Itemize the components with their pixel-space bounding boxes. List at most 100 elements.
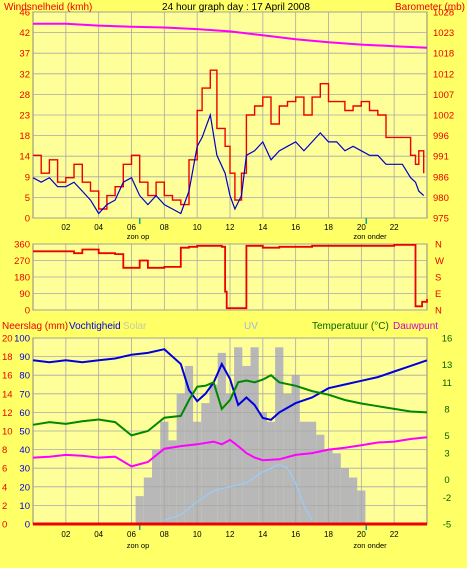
chart-title: 24 hour graph day : 17 April 2008 [162, 2, 310, 13]
wind-x-tick-label: 20 [357, 223, 366, 232]
wind-y-tick-label: 42 [19, 28, 30, 39]
solar-bar [275, 347, 284, 524]
wind-y-tick-label: 37 [19, 49, 30, 60]
climate-x-tick-label: 06 [127, 530, 136, 539]
compass-tick-label: N [435, 240, 442, 251]
wind-y-tick-label: 46 [19, 8, 30, 19]
humidity-y-tick-label: 60 [19, 408, 30, 419]
rain-axis-title: Neerslag (mm) [2, 321, 68, 332]
dewpoint-legend: Dauwpunt [393, 321, 438, 332]
wind-x-tick-label: 16 [291, 223, 300, 232]
wind-x-tick-label: 04 [94, 223, 103, 232]
dewpoint-line [32, 436, 428, 468]
wind-lines [32, 22, 428, 215]
compass-tick-label: S [435, 273, 441, 284]
rain-y-tick-label: 14 [2, 389, 13, 400]
uv-legend: UV [244, 321, 258, 332]
compass-tick-label: W [435, 256, 444, 267]
wind-x-tick-label: 18 [324, 223, 333, 232]
rain-y-tick-label: 8 [2, 445, 7, 456]
direction-lines [33, 244, 428, 310]
solar-legend: Solar [123, 321, 147, 332]
solar-bar [176, 393, 185, 524]
wind-x-tick-label: 10 [193, 223, 202, 232]
wind-y-tick-label: 28 [19, 90, 30, 101]
solar-bar [242, 365, 251, 524]
wind-y-tick-label: 14 [19, 152, 30, 163]
solar-bar [349, 477, 358, 524]
direction-y-tick-label: 360 [14, 240, 30, 251]
humidity-y-tick-label: 30 [19, 464, 30, 475]
temperature-y-tick-label: 5 [444, 431, 449, 442]
climate-lines [32, 348, 428, 526]
sunrise-label-bottom: zon op [127, 541, 150, 550]
climate-x-tick-label: 16 [291, 530, 300, 539]
temperature-y-tick-label: 13 [442, 360, 453, 371]
climate-x-tick-label: 08 [160, 530, 169, 539]
rain-y-tick-label: 12 [2, 408, 13, 419]
barometer-axis-title: Barometer (mb) [395, 2, 465, 13]
wind-y-tick-label: 32 [19, 69, 30, 80]
barometer-y-tick-label: 986 [433, 172, 449, 183]
solar-bar [143, 477, 153, 524]
rain-y-tick-label: 2 [2, 501, 7, 512]
temperature-y-tick-label: -2 [443, 493, 451, 504]
wind-x-tick-label: 12 [226, 223, 235, 232]
temperature-line [32, 373, 428, 437]
direction-y-tick-label: 90 [19, 289, 30, 300]
temperature-y-tick-label: 8 [444, 404, 449, 415]
solar-bar [209, 384, 218, 524]
direction-y-tick-label: 180 [14, 273, 30, 284]
wind-y-tick-label: 0 [25, 214, 30, 225]
temperature-y-tick-label: 0 [444, 475, 449, 486]
barometer-y-tick-label: 1023 [433, 28, 454, 39]
temperature-y-tick-label: -5 [443, 520, 451, 531]
rain-y-tick-label: 4 [2, 482, 7, 493]
direction-tick-labels: 0 N 90 E 180 S 270 W 360 N [14, 240, 444, 317]
wind-y-tick-label: 23 [19, 111, 30, 122]
wind-direction-line [33, 244, 428, 310]
wind-x-tick-label: 02 [61, 223, 70, 232]
rain-y-tick-label: 6 [2, 464, 7, 475]
humidity-y-tick-label: 10 [19, 501, 30, 512]
sunrise-label: zon op [127, 232, 150, 241]
rain-y-tick-label: 20 [2, 334, 13, 345]
humidity-y-tick-label: 80 [19, 371, 30, 382]
rain-y-tick-label: 0 [2, 520, 7, 531]
wind-speed-axis-title: Windsnelheid (kmh) [4, 2, 92, 13]
humidity-line [32, 348, 428, 421]
barometer-line [33, 22, 428, 49]
solar-bar [201, 403, 210, 524]
solar-bar [266, 421, 276, 524]
wind-y-tick-label: 18 [19, 131, 30, 142]
solar-bar [234, 347, 243, 524]
temperature-y-tick-label: 16 [442, 334, 453, 345]
barometer-y-tick-label: 1018 [433, 49, 454, 60]
humidity-legend: Vochtigheid [69, 321, 121, 332]
rain-y-tick-label: 18 [2, 352, 13, 363]
barometer-y-tick-label: 1002 [433, 111, 454, 122]
wind-x-tick-label: 22 [390, 223, 399, 232]
wind-x-tick-label: 14 [258, 223, 267, 232]
humidity-y-tick-label: 100 [14, 334, 30, 345]
sunset-label-bottom: zon onder [353, 541, 387, 550]
compass-tick-label: N [435, 306, 442, 317]
solar-bar [332, 453, 341, 524]
humidity-y-tick-label: 0 [25, 520, 30, 531]
climate-x-tick-label: 10 [193, 530, 202, 539]
barometer-y-tick-label: 975 [433, 214, 449, 225]
humidity-y-tick-label: 70 [19, 389, 30, 400]
solar-bar [307, 421, 317, 524]
compass-tick-label: E [435, 289, 441, 300]
solar-bar [217, 352, 226, 524]
climate-x-tick-label: 12 [226, 530, 235, 539]
humidity-y-tick-label: 50 [19, 427, 30, 438]
solar-bar [283, 393, 292, 524]
climate-x-tick-label: 22 [390, 530, 399, 539]
barometer-y-tick-label: 1028 [433, 8, 454, 19]
